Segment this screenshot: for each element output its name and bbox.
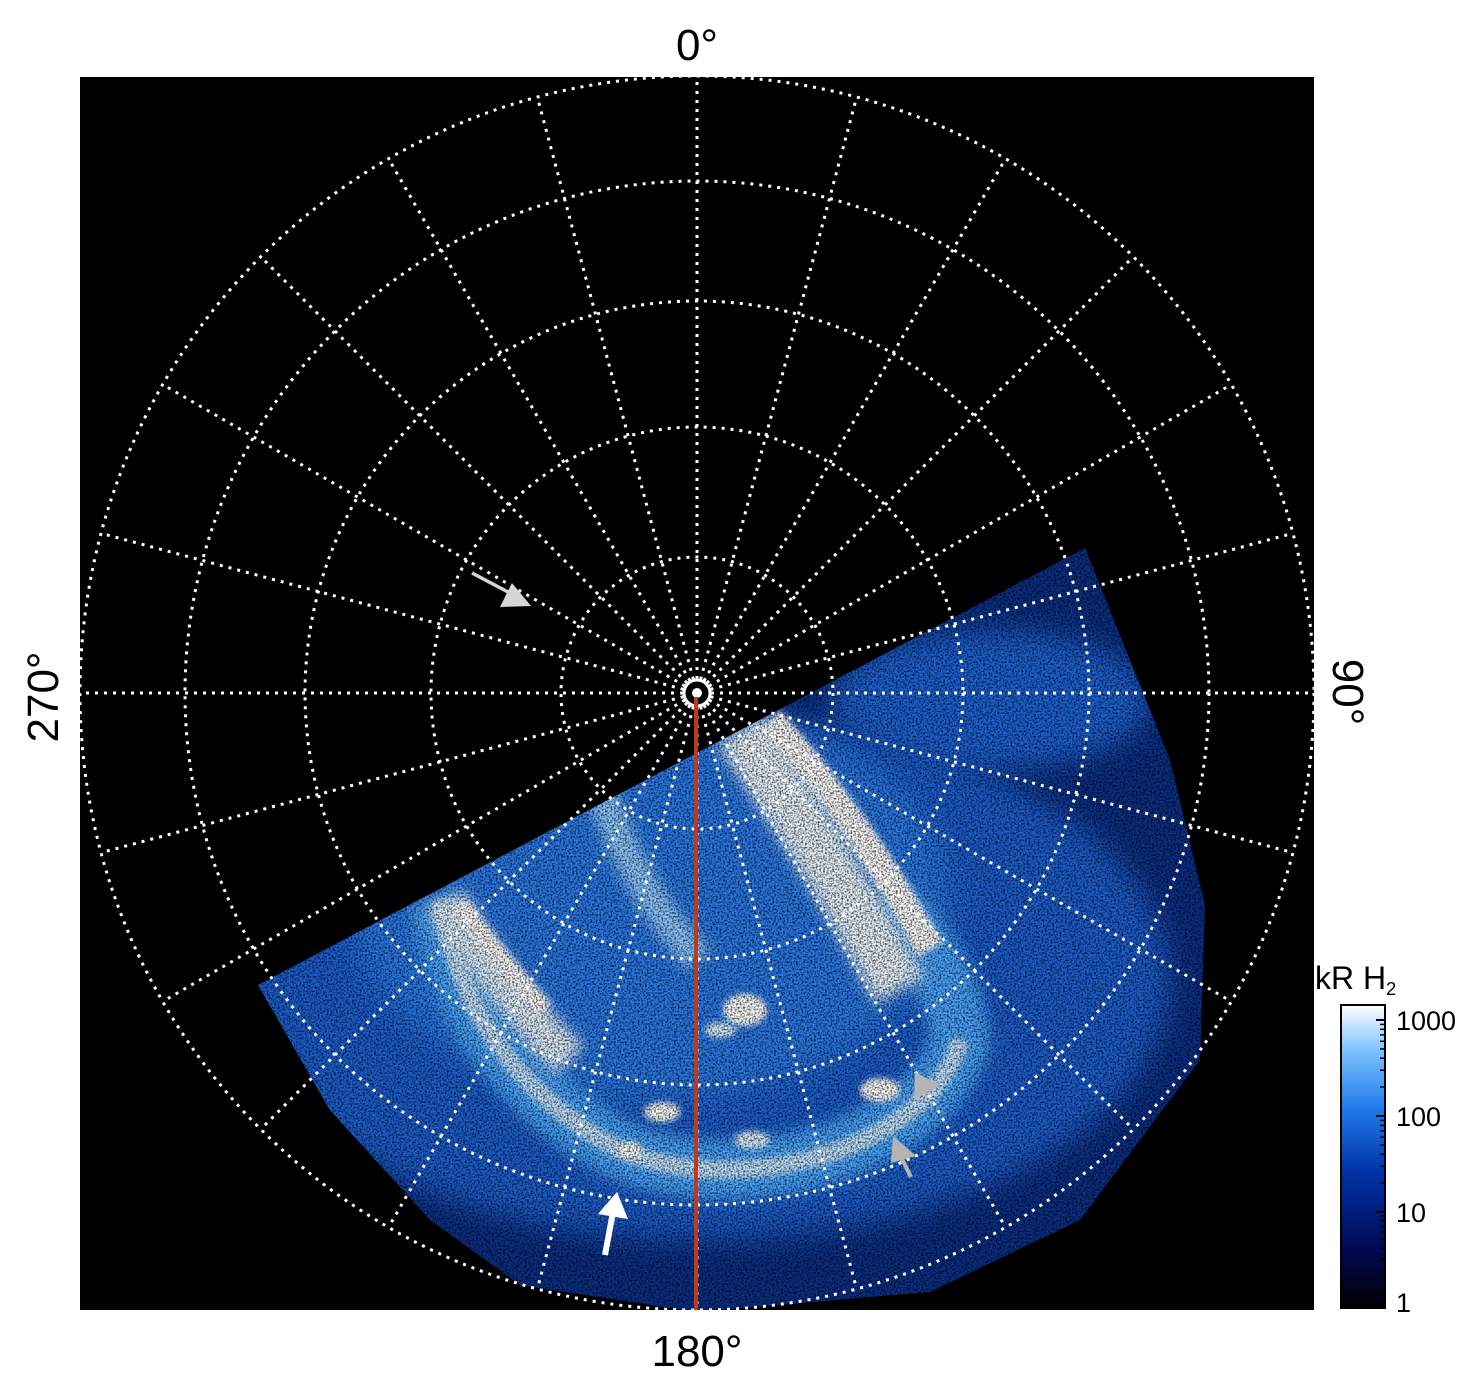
- longitude-line: [702, 704, 1007, 1229]
- longitude-line: [535, 96, 695, 680]
- label-270-deg: 270°: [19, 651, 68, 742]
- colorbar-unit-subscript: 2: [1386, 979, 1396, 999]
- label-0-deg: 0°: [676, 21, 718, 70]
- longitude-line: [259, 701, 689, 1131]
- arrow-annotation-upper-left: [471, 571, 531, 607]
- colorbar-tick-100: 100: [1396, 1102, 1441, 1132]
- longitude-line: [387, 704, 692, 1229]
- longitude-grid: [80, 76, 1314, 1310]
- arrow-annotation-lower-white: [598, 1192, 628, 1256]
- aurora-emission: [258, 548, 1205, 1310]
- latitude-ring: [559, 555, 835, 831]
- colorbar: kR H2 1 10 100 1000: [1315, 960, 1456, 1318]
- arrow-annotation-gray-right: [914, 1072, 940, 1100]
- colorbar-unit-label: kR H2: [1315, 960, 1396, 999]
- colorbar-tick-10: 10: [1396, 1198, 1426, 1228]
- longitude-line: [702, 157, 1007, 682]
- longitude-line: [708, 383, 1233, 688]
- longitude-line: [259, 255, 689, 685]
- longitude-line: [705, 255, 1135, 685]
- arrow-annotation-gray-lower: [891, 1136, 916, 1178]
- colorbar-tick-1000: 1000: [1396, 1006, 1456, 1036]
- longitude-line: [100, 531, 684, 691]
- longitude-line: [161, 383, 686, 688]
- longitude-line: [699, 706, 859, 1290]
- longitude-line: [699, 96, 859, 680]
- longitude-line: [710, 531, 1294, 691]
- longitude-line: [535, 706, 695, 1290]
- colorbar-tick-1: 1: [1396, 1288, 1411, 1318]
- longitude-line: [708, 698, 1233, 1003]
- label-180-deg: 180°: [651, 1327, 742, 1376]
- label-90-deg: 90°: [1323, 659, 1372, 726]
- longitude-line: [705, 701, 1135, 1131]
- longitude-line: [100, 695, 684, 855]
- colorbar-gradient: [1340, 1004, 1386, 1309]
- latitude-ring: [78, 74, 1316, 1312]
- longitude-line: [710, 695, 1294, 855]
- longitude-line: [161, 698, 686, 1003]
- longitude-line: [387, 157, 692, 682]
